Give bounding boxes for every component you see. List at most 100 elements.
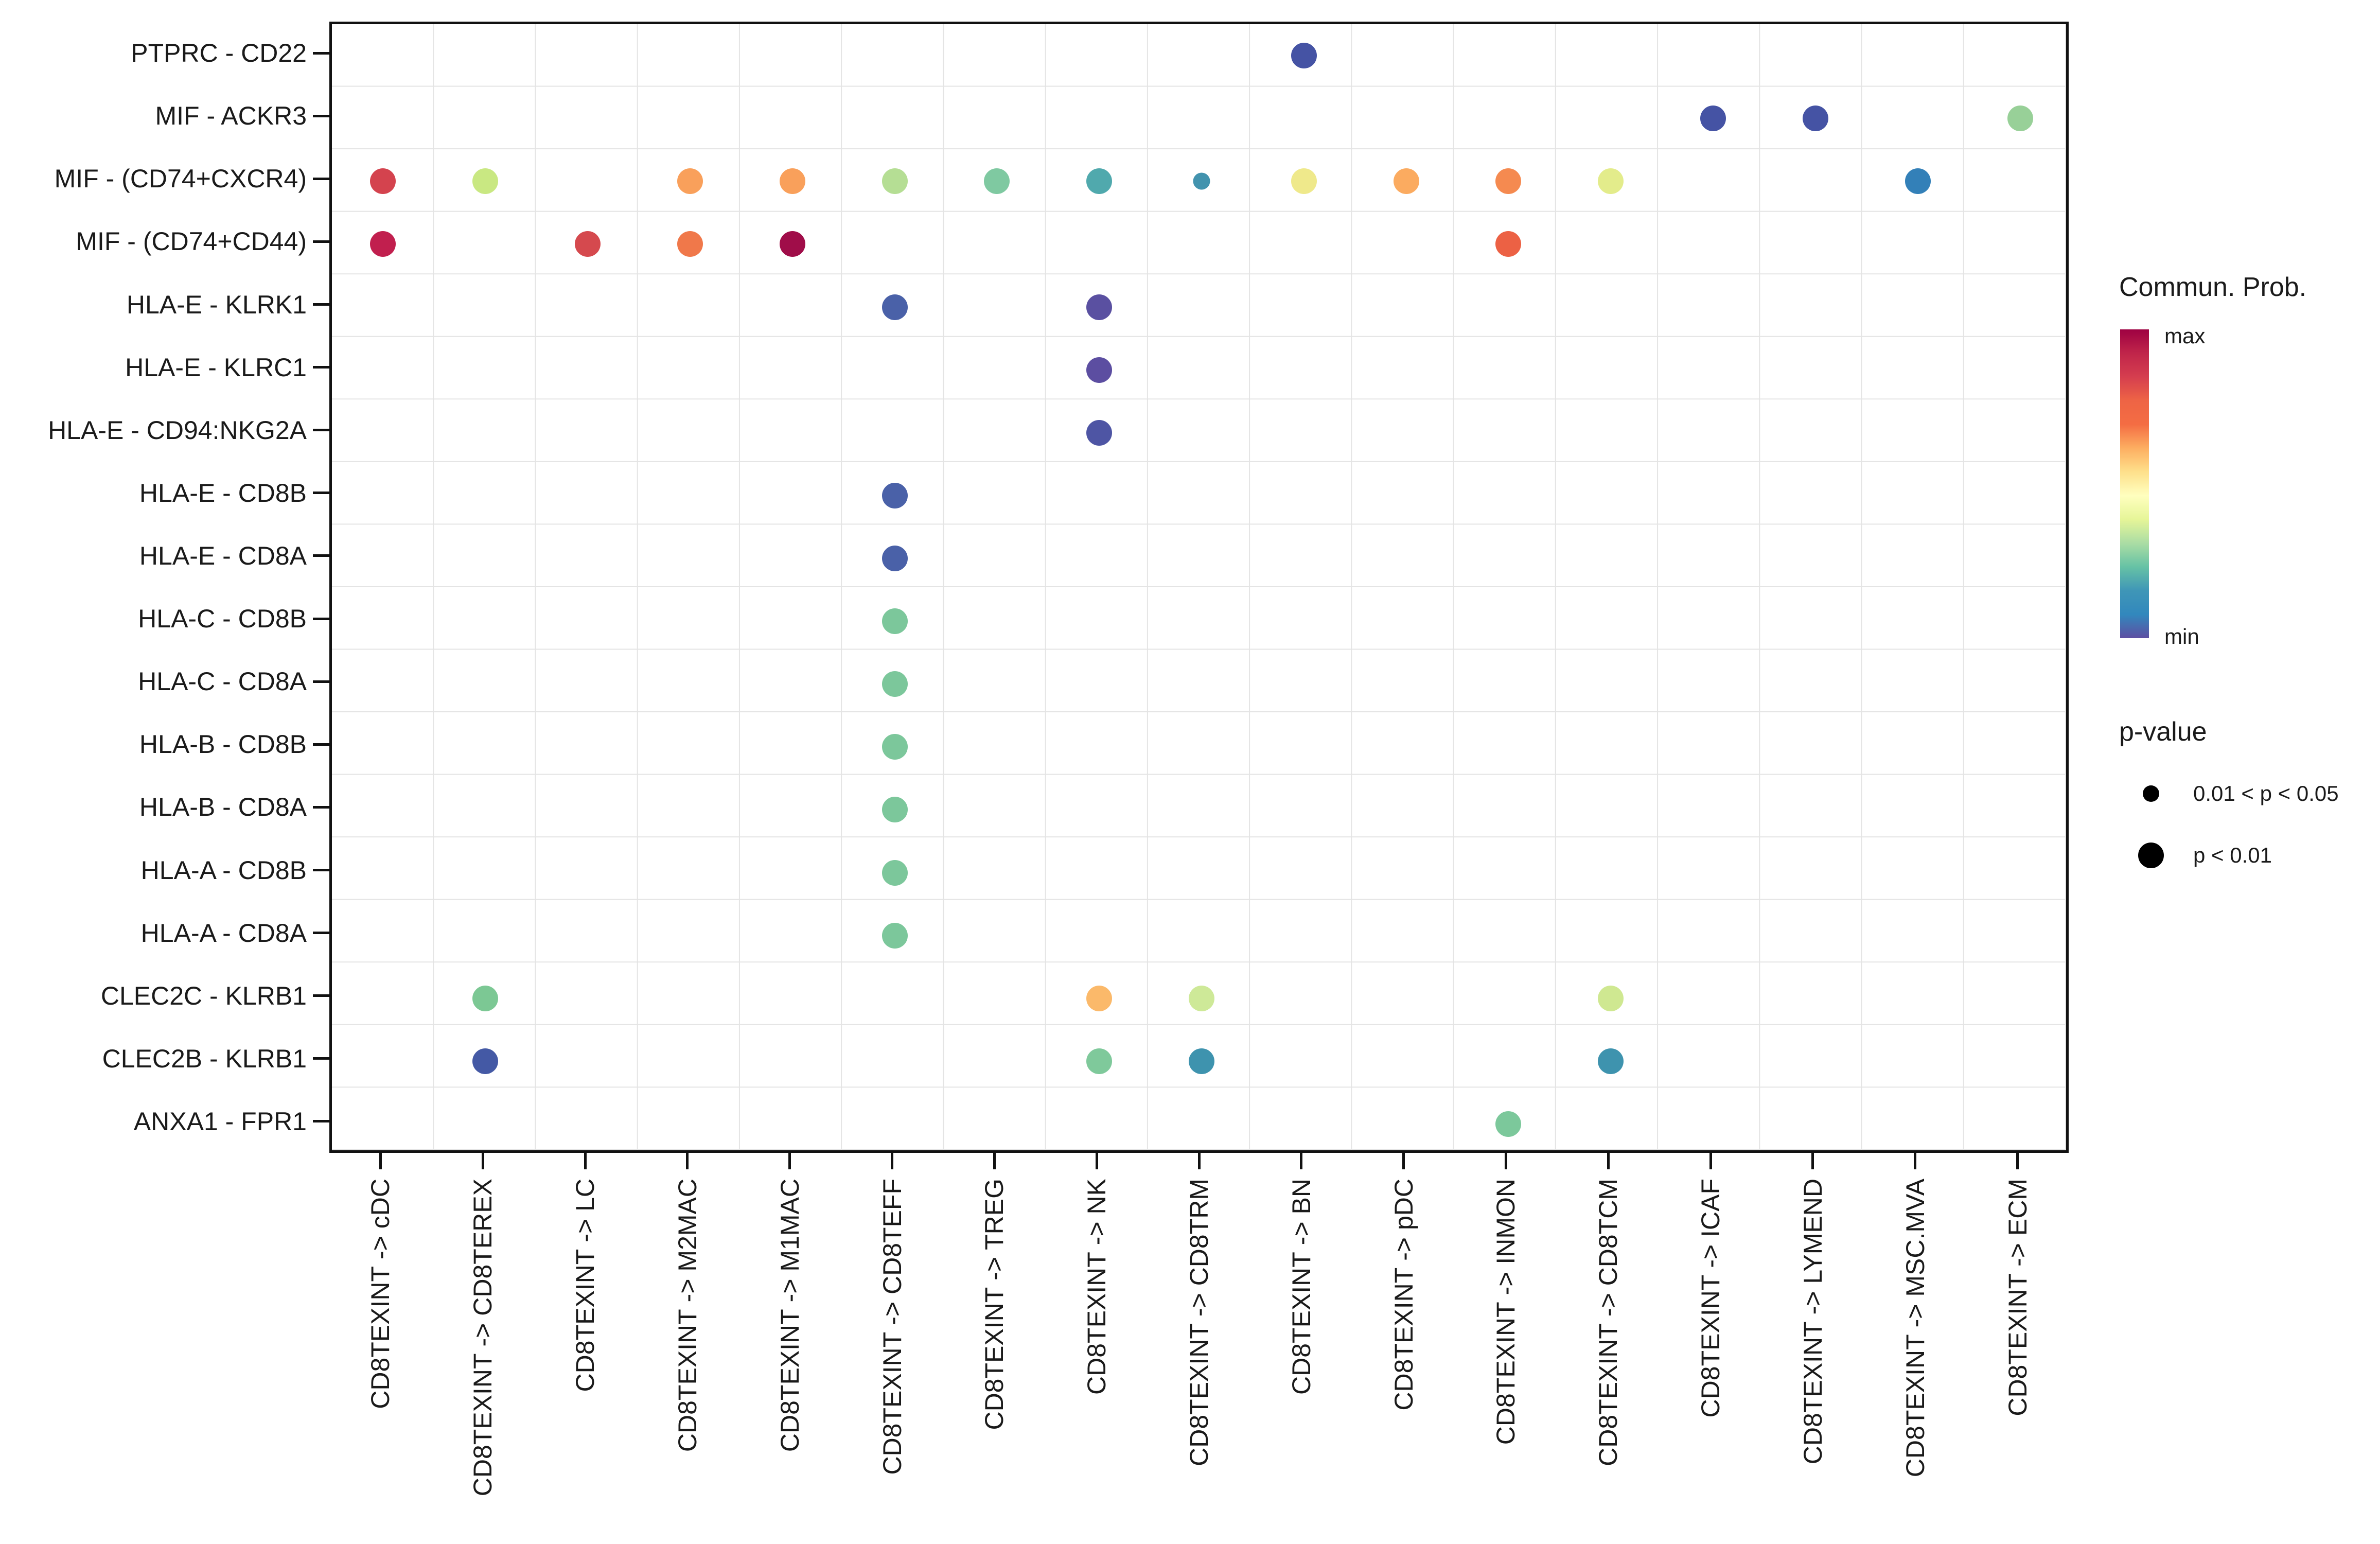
data-dot [1086, 985, 1113, 1011]
pvalue-legend-title: p-value [2119, 717, 2207, 747]
y-axis-label: HLA-E - CD8B [139, 478, 307, 507]
data-dot [1393, 168, 1419, 195]
x-axis-label: CD8TEXINT -> M2MAC [673, 1179, 702, 1452]
y-axis-label: MIF - (CD74+CD44) [76, 227, 307, 256]
data-dot [1495, 168, 1522, 195]
y-axis-label: CLEC2B - KLRB1 [102, 1044, 307, 1073]
data-dot [882, 294, 908, 320]
x-tick [1402, 1153, 1405, 1169]
pvalue-legend-label: p < 0.01 [2193, 843, 2272, 867]
y-axis-label: ANXA1 - FPR1 [133, 1107, 307, 1136]
x-axis-label: CD8TEXINT -> M1MAC [775, 1179, 804, 1452]
x-tick [1607, 1153, 1610, 1169]
data-dot [882, 671, 908, 697]
data-dot [882, 797, 908, 823]
data-dot [1598, 985, 1624, 1011]
y-tick [313, 366, 329, 369]
data-dot [1495, 1111, 1522, 1137]
x-tick [2016, 1153, 2019, 1169]
x-tick [1914, 1153, 1917, 1169]
y-axis-label: HLA-C - CD8B [138, 604, 307, 634]
y-tick [313, 932, 329, 935]
data-dot [1495, 231, 1522, 257]
data-dot [1086, 1048, 1113, 1074]
pvalue-legend-dot [2138, 843, 2164, 868]
data-dot [1189, 1048, 1214, 1074]
x-axis-label: CD8TEXINT -> ECM [2003, 1179, 2032, 1416]
data-dot [2007, 106, 2033, 132]
x-tick [379, 1153, 382, 1169]
data-dot [370, 168, 396, 195]
pvalue-legend-label: 0.01 < p < 0.05 [2193, 781, 2339, 805]
x-tick [1300, 1153, 1303, 1169]
x-tick [1197, 1153, 1201, 1169]
y-tick [313, 554, 329, 557]
x-tick [584, 1153, 587, 1169]
y-axis-label: HLA-E - CD94:NKG2A [48, 415, 307, 445]
x-axis-label: CD8TEXINT -> pDC [1389, 1179, 1418, 1411]
y-tick [313, 177, 329, 180]
y-tick [313, 429, 329, 432]
x-axis-label: CD8TEXINT -> NK [1082, 1179, 1112, 1395]
data-dot [882, 608, 908, 635]
data-dot [1700, 106, 1726, 132]
x-tick [481, 1153, 484, 1169]
y-axis-label: CLEC2C - KLRB1 [100, 981, 307, 1010]
y-tick [313, 1120, 329, 1123]
data-dot [472, 1048, 499, 1074]
y-axis-label: HLA-A - CD8B [140, 855, 307, 885]
data-dot [1598, 168, 1624, 195]
y-tick [313, 114, 329, 117]
x-tick [1709, 1153, 1712, 1169]
x-tick [1504, 1153, 1507, 1169]
colorbar-title: Commun. Prob. [2119, 272, 2307, 302]
x-tick [788, 1153, 791, 1169]
data-dot [882, 168, 908, 195]
data-dot [1291, 43, 1317, 69]
colorbar-gradient [2120, 329, 2149, 638]
y-axis-label: HLA-E - CD8A [139, 541, 307, 570]
x-tick [1095, 1153, 1098, 1169]
data-dot [1905, 168, 1931, 195]
y-axis-label: HLA-C - CD8A [138, 667, 307, 696]
data-dot [1193, 172, 1210, 190]
x-axis-label: CD8TEXINT -> CD8TCM [1594, 1179, 1623, 1466]
data-dot [882, 859, 908, 886]
data-dot [779, 231, 805, 257]
x-axis-label: CD8TEXINT -> INMON [1491, 1179, 1521, 1445]
y-tick [313, 303, 329, 306]
y-tick [313, 805, 329, 809]
pvalue-legend-dot [2143, 785, 2159, 802]
y-tick [313, 51, 329, 55]
data-dot [779, 168, 805, 195]
colorbar-min-label: min [2164, 624, 2199, 648]
x-tick [993, 1153, 996, 1169]
y-axis-label: HLA-E - KLRK1 [126, 290, 307, 319]
plot-panel [329, 22, 2069, 1153]
x-tick [1811, 1153, 1814, 1169]
data-dot [1291, 168, 1317, 195]
y-tick [313, 492, 329, 495]
y-tick [313, 743, 329, 746]
data-dot [882, 922, 908, 949]
y-axis-label: PTPRC - CD22 [131, 39, 307, 68]
data-dot [472, 985, 499, 1011]
y-tick [313, 680, 329, 683]
x-axis-label: CD8TEXINT -> BN [1286, 1179, 1316, 1395]
y-axis-label: HLA-E - KLRC1 [125, 353, 307, 382]
data-dot [1802, 106, 1828, 132]
y-tick [313, 994, 329, 997]
data-dot [1086, 294, 1113, 320]
data-dot [575, 231, 601, 257]
y-tick [313, 1057, 329, 1060]
x-axis-label: CD8TEXINT -> CD8TRM [1185, 1179, 1213, 1466]
x-tick [891, 1153, 894, 1169]
data-dot [984, 168, 1010, 195]
data-dot [472, 168, 499, 195]
x-axis-label: CD8TEXINT -> MSC.MVA [1900, 1179, 1930, 1478]
x-tick [686, 1153, 689, 1169]
x-axis-label: CD8TEXINT -> LYMEND [1798, 1179, 1827, 1465]
data-dot [1086, 419, 1113, 446]
data-dot [370, 231, 396, 257]
